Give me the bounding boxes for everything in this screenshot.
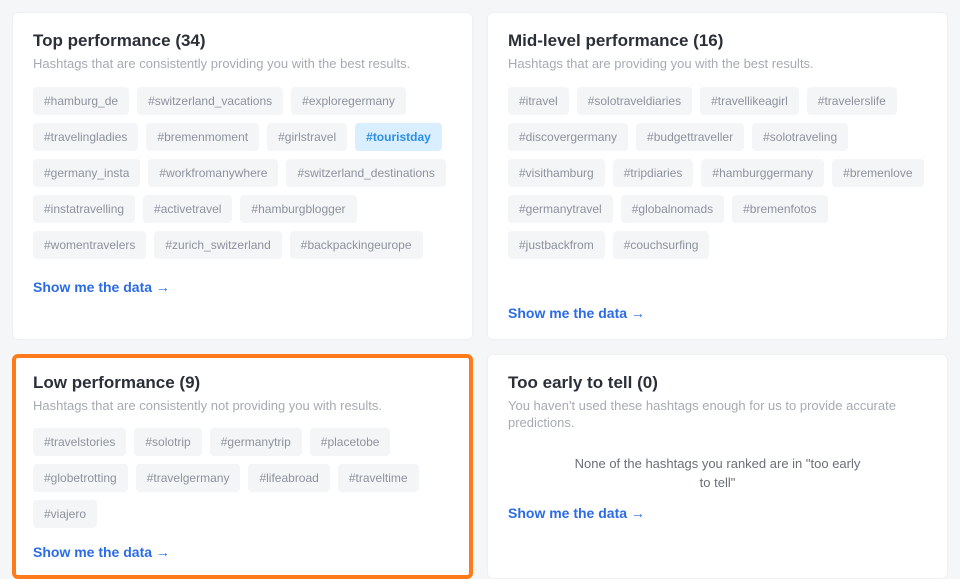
hashtag-pill[interactable]: #girlstravel (267, 123, 347, 151)
hashtag-pill[interactable]: #solotraveling (752, 123, 848, 151)
arrow-right-icon: → (156, 544, 170, 560)
hashtag-pill[interactable]: #justbackfrom (508, 231, 605, 259)
tags-container: #itravel #solotraveldiaries #travellikeagi… (508, 87, 927, 259)
hashtag-pill[interactable]: #visithamburg (508, 159, 605, 187)
hashtag-pill[interactable]: #womentravelers (33, 231, 146, 259)
hashtag-pill[interactable]: #zurich_switzerland (154, 231, 281, 259)
hashtag-pill[interactable]: #travelerslife (807, 87, 897, 115)
hashtag-pill[interactable]: #couchsurfing (613, 231, 710, 259)
hashtag-pill[interactable]: #travellikeagirl (700, 87, 799, 115)
hashtag-pill[interactable]: #discovergermany (508, 123, 628, 151)
link-label: Show me the data (508, 505, 627, 521)
tags-scroll-area[interactable]: #hamburg_de #switzerland_vacations #explor… (33, 87, 452, 265)
hashtag-pill[interactable]: #switzerland_destinations (286, 159, 445, 187)
hashtag-pill[interactable]: #viajero (33, 500, 97, 528)
card-top-performance: Top performance (34) Hashtags that are c… (12, 12, 473, 340)
tags-wrap: #hamburg_de #switzerland_vacations #explor… (33, 87, 452, 265)
hashtag-pill[interactable]: #activetravel (143, 195, 232, 223)
card-too-early: Too early to tell (0) You haven't used t… (487, 354, 948, 579)
hashtag-pill[interactable]: #hamburggermany (701, 159, 824, 187)
hashtag-pill[interactable]: #bremenfotos (732, 195, 827, 223)
tags-container: #hamburg_de #switzerland_vacations #explor… (33, 87, 446, 265)
hashtag-pill[interactable]: #exploregermany (291, 87, 406, 115)
hashtag-pill[interactable]: #travelstories (33, 428, 126, 456)
hashtag-pill[interactable]: #travelingladies (33, 123, 138, 151)
dashboard-grid: Top performance (34) Hashtags that are c… (12, 12, 948, 579)
card-subtitle: You haven't used these hashtags enough f… (508, 397, 927, 432)
card-mid-performance: Mid-level performance (16) Hashtags that… (487, 12, 948, 340)
card-subtitle: Hashtags that are consistently not provi… (33, 397, 452, 415)
empty-state-message: None of the hashtags you ranked are in "… (508, 446, 927, 497)
arrow-right-icon: → (156, 279, 170, 295)
card-subtitle: Hashtags that are providing you with the… (508, 55, 927, 73)
hashtag-pill[interactable]: #instatravelling (33, 195, 135, 223)
show-data-link[interactable]: Show me the data → (508, 505, 645, 521)
hashtag-pill[interactable]: #solotrip (134, 428, 201, 456)
hashtag-pill[interactable]: #itravel (508, 87, 569, 115)
link-label: Show me the data (33, 544, 152, 560)
card-title: Mid-level performance (16) (508, 31, 927, 51)
hashtag-pill[interactable]: #placetobe (310, 428, 391, 456)
hashtag-pill[interactable]: #workfromanywhere (148, 159, 278, 187)
hashtag-pill[interactable]: #budgettraveller (636, 123, 744, 151)
hashtag-pill[interactable]: #bremenmoment (146, 123, 259, 151)
hashtag-pill[interactable]: #switzerland_vacations (137, 87, 283, 115)
show-data-link[interactable]: Show me the data → (33, 544, 170, 560)
tags-container: #travelstories #solotrip #germanytrip #plac… (33, 428, 452, 528)
hashtag-pill[interactable]: #bremenlove (832, 159, 923, 187)
hashtag-pill[interactable]: #globalnomads (621, 195, 724, 223)
card-title: Too early to tell (0) (508, 373, 927, 393)
show-data-link[interactable]: Show me the data → (33, 279, 170, 295)
hashtag-pill[interactable]: #travelgermany (136, 464, 241, 492)
hashtag-pill[interactable]: #globetrotting (33, 464, 128, 492)
hashtag-pill[interactable]: #germany_insta (33, 159, 140, 187)
hashtag-pill[interactable]: #germanytravel (508, 195, 613, 223)
hashtag-pill[interactable]: #germanytrip (210, 428, 302, 456)
card-low-performance: Low performance (9) Hashtags that are co… (12, 354, 473, 579)
hashtag-pill[interactable]: #hamburgblogger (240, 195, 356, 223)
link-label: Show me the data (508, 305, 627, 321)
card-subtitle: Hashtags that are consistently providing… (33, 55, 452, 73)
hashtag-pill[interactable]: #lifeabroad (248, 464, 329, 492)
link-label: Show me the data (33, 279, 152, 295)
hashtag-pill[interactable]: #hamburg_de (33, 87, 129, 115)
hashtag-pill[interactable]: #touristday (355, 123, 442, 151)
arrow-right-icon: → (631, 305, 645, 321)
hashtag-pill[interactable]: #traveltime (338, 464, 419, 492)
arrow-right-icon: → (631, 505, 645, 521)
hashtag-pill[interactable]: #solotraveldiaries (577, 87, 692, 115)
card-title: Low performance (9) (33, 373, 452, 393)
card-title: Top performance (34) (33, 31, 452, 51)
hashtag-pill[interactable]: #backpackingeurope (290, 231, 423, 259)
show-data-link[interactable]: Show me the data → (508, 305, 645, 321)
hashtag-pill[interactable]: #tripdiaries (613, 159, 694, 187)
